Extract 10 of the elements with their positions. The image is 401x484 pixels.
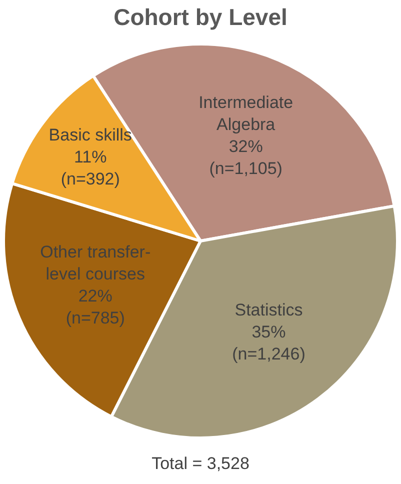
slice-label: Intermediate Algebra — [198, 92, 294, 134]
data-label: 32% (n=1,105) — [209, 136, 282, 178]
slice-label: Other transfer-level courses — [40, 242, 151, 284]
slice-label: Basic skills — [48, 126, 132, 145]
slice-label: Statistics — [234, 300, 303, 320]
data-label: 11% (n=392) — [60, 148, 120, 189]
data-label: 22% (n=785) — [66, 286, 125, 328]
chart-title: Cohort by Level — [112, 4, 288, 31]
text: Total = 3,528 — [150, 454, 250, 474]
data-label: 35% (n=1,246) — [232, 322, 306, 364]
